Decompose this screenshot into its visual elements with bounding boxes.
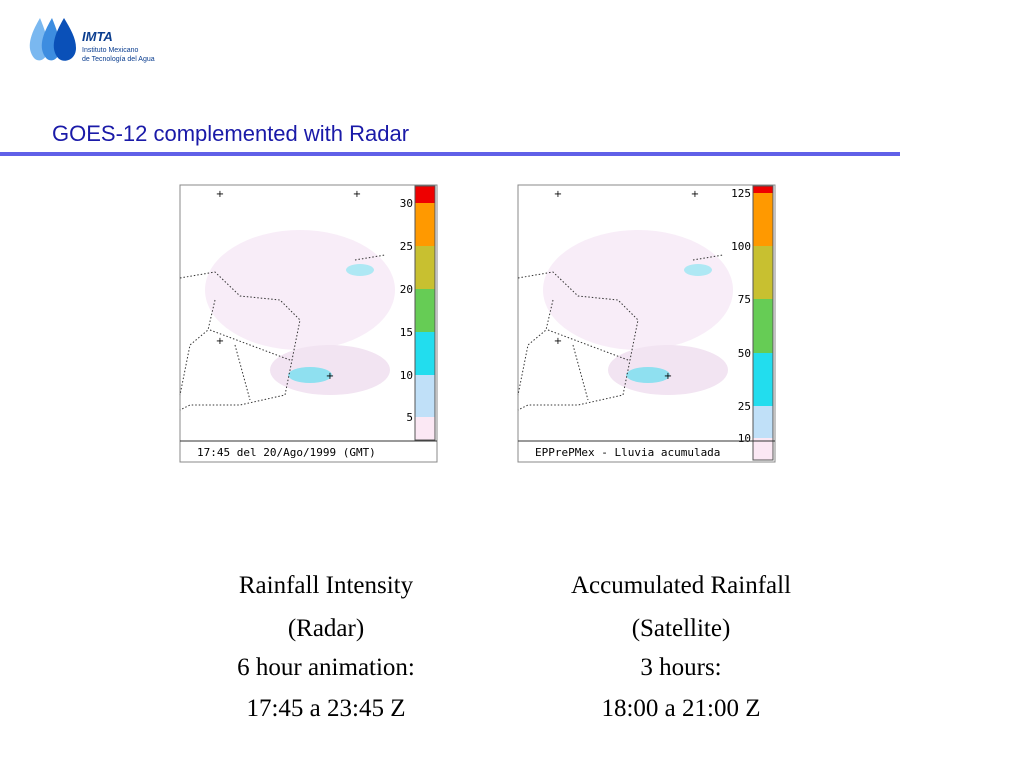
caption-line: (Satellite) <box>632 615 731 642</box>
rain-field <box>205 230 395 350</box>
caption-line: (Radar) <box>288 615 364 642</box>
color-segment <box>753 353 773 406</box>
rain-blob <box>684 264 712 276</box>
maps: + + + +30 25 20 15 10 5 17:45 del 20/Ago/1999 (GM… <box>179 184 791 722</box>
caption-line: 18:00 a 21:00 Z <box>601 695 760 722</box>
logo-drop <box>53 18 76 61</box>
color-segment <box>415 375 435 417</box>
cross-marker: + <box>554 336 562 347</box>
coastline <box>179 299 216 396</box>
logo: IMTA Instituto Mexicano de Tecnología de… <box>29 18 155 63</box>
coastline <box>517 271 639 411</box>
rain-blob <box>346 264 374 276</box>
scale-label: 125 <box>731 187 751 200</box>
map-panel: + + + +125 100 75 50 25 10 EPPrePMex - Lluvia acu… <box>517 184 791 722</box>
scale-label: 10 <box>400 369 413 382</box>
color-segment <box>753 299 773 353</box>
cross-marker: + <box>554 189 562 200</box>
border <box>209 254 386 401</box>
color-segment <box>415 203 435 246</box>
slide-title: GOES-12 complemented with Radar <box>52 121 409 146</box>
scale-label: 100 <box>731 240 751 253</box>
rain-blob <box>626 367 670 383</box>
color-segment <box>753 246 773 299</box>
coastline <box>517 299 554 396</box>
caption-line: Rainfall Intensity <box>239 572 414 599</box>
color-segment <box>753 438 773 460</box>
coastline <box>179 271 301 411</box>
color-segment <box>415 289 435 332</box>
logo-line: Instituto Mexicano <box>82 47 139 54</box>
map-footer: EPPrePMex - Lluvia acumulada <box>535 446 720 459</box>
cross-marker: + <box>326 371 334 382</box>
color-segment <box>415 246 435 289</box>
logo-line: de Tecnología del Agua <box>82 56 155 63</box>
caption-line: 3 hours: <box>640 654 721 681</box>
color-segment <box>753 406 773 438</box>
rain-blob <box>288 367 332 383</box>
border <box>547 254 724 401</box>
color-segment <box>415 332 435 375</box>
scale-label: 10 <box>738 432 751 445</box>
color-segment <box>753 186 773 193</box>
logo-name: IMTA <box>82 29 113 44</box>
colorbar-frame <box>414 185 436 441</box>
scale-label: 75 <box>738 293 751 306</box>
title-rule <box>0 152 900 156</box>
caption-line: 17:45 a 23:45 Z <box>246 695 405 722</box>
cross-marker: + <box>691 189 699 200</box>
rain-field <box>543 230 733 350</box>
map-panel: + + + +30 25 20 15 10 5 17:45 del 20/Ago/1999 (GM… <box>179 184 438 722</box>
scale-label: 30 <box>400 197 413 210</box>
cross-marker: + <box>353 189 361 200</box>
scale-label: 5 <box>406 411 413 424</box>
color-segment <box>753 193 773 246</box>
scale-label: 25 <box>738 400 751 413</box>
scale-label: 20 <box>400 283 413 296</box>
cross-marker: + <box>664 371 672 382</box>
rain-field <box>608 345 728 395</box>
caption-line: 6 hour animation: <box>237 654 415 681</box>
scale-label: 15 <box>400 326 413 339</box>
scale-label: 25 <box>400 240 413 253</box>
color-segment <box>415 186 435 203</box>
colorbar-frame <box>752 185 774 461</box>
cross-marker: + <box>216 189 224 200</box>
rain-field <box>270 345 390 395</box>
caption-line: Accumulated Rainfall <box>571 572 791 599</box>
map-footer: 17:45 del 20/Ago/1999 (GMT) <box>197 446 376 459</box>
scale-label: 50 <box>738 347 751 360</box>
cross-marker: + <box>216 336 224 347</box>
color-segment <box>415 417 435 440</box>
